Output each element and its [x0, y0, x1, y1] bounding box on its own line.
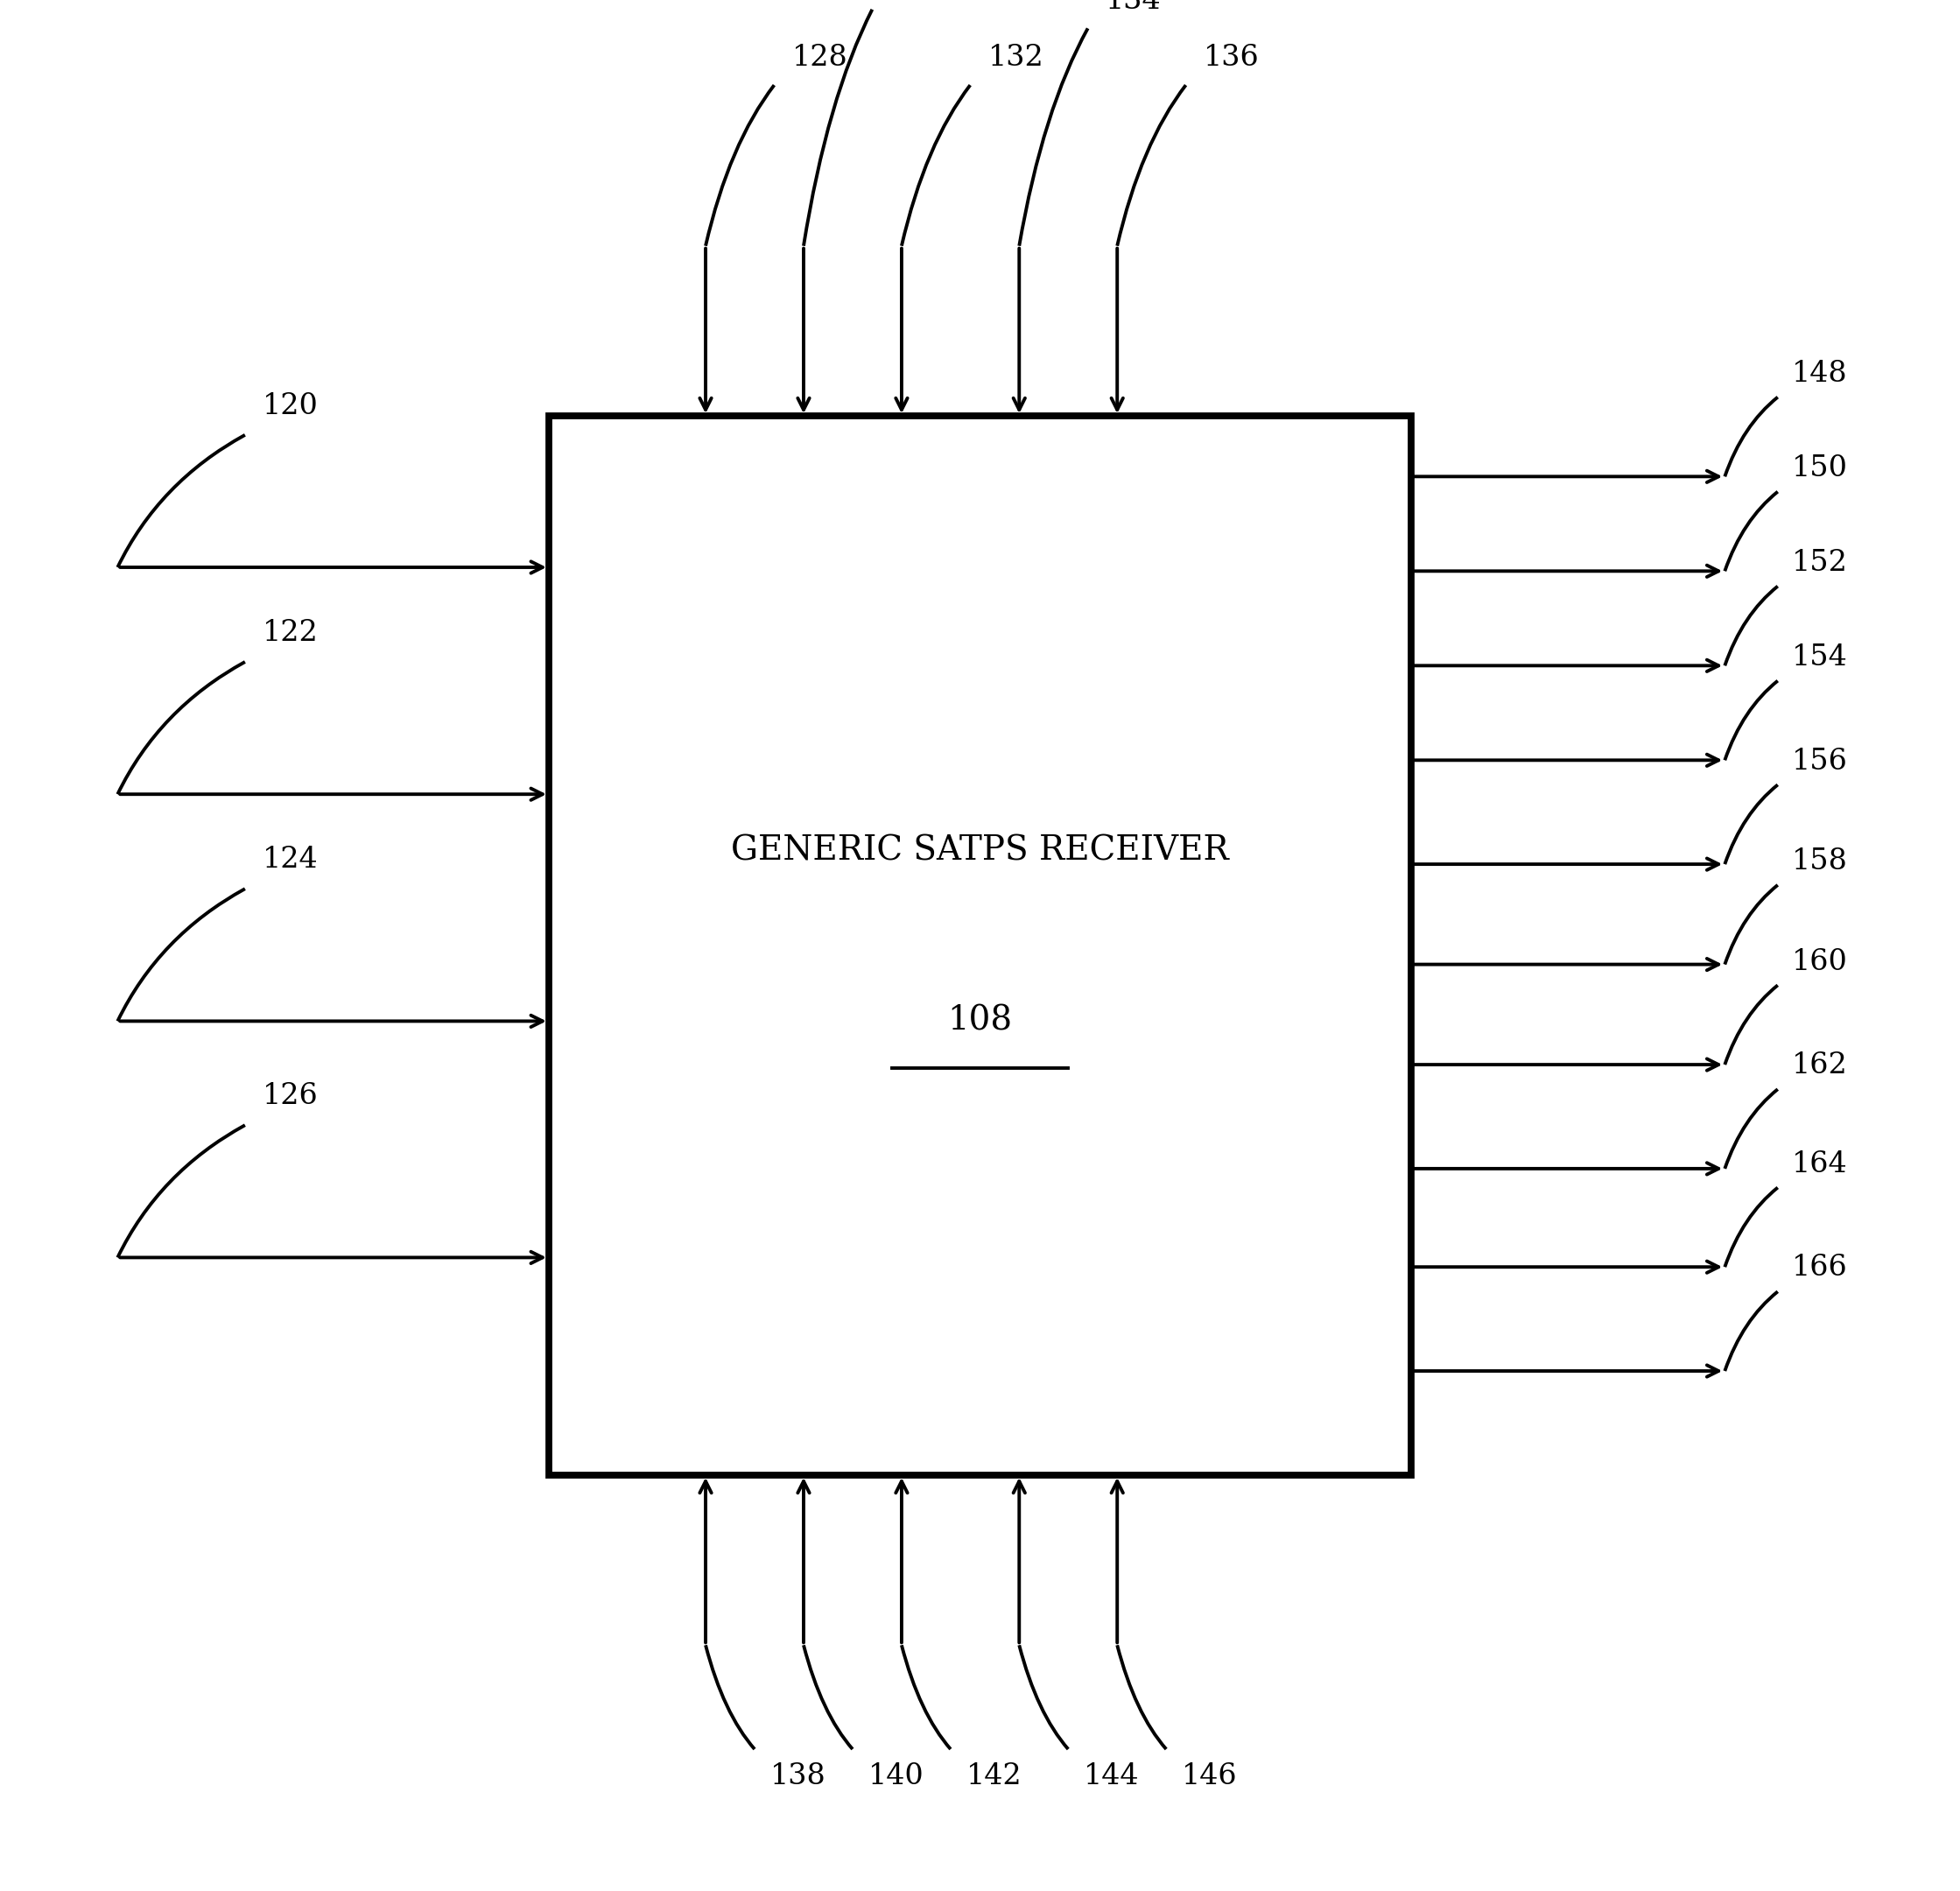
Text: 150: 150: [1791, 454, 1848, 482]
Text: 138: 138: [770, 1762, 825, 1791]
Text: 122: 122: [263, 618, 318, 647]
Text: 134: 134: [1105, 0, 1160, 15]
Text: 124: 124: [263, 845, 318, 874]
Text: 132: 132: [988, 43, 1043, 72]
Text: 162: 162: [1791, 1051, 1846, 1080]
Text: 158: 158: [1791, 847, 1848, 876]
Text: 164: 164: [1791, 1150, 1846, 1178]
Text: GENERIC SATPS RECEIVER: GENERIC SATPS RECEIVER: [731, 834, 1229, 868]
Text: 140: 140: [868, 1762, 923, 1791]
Text: 126: 126: [263, 1082, 318, 1110]
Text: 166: 166: [1791, 1254, 1846, 1282]
Text: 156: 156: [1791, 747, 1848, 775]
Text: 120: 120: [263, 391, 319, 420]
Text: 148: 148: [1791, 359, 1846, 388]
Text: 154: 154: [1791, 643, 1846, 671]
Text: 108: 108: [947, 1004, 1013, 1038]
Text: 136: 136: [1203, 43, 1258, 72]
Bar: [549, 416, 1411, 1475]
Text: 152: 152: [1791, 548, 1848, 577]
Text: 160: 160: [1791, 947, 1848, 976]
Text: 146: 146: [1182, 1762, 1237, 1791]
Text: 142: 142: [966, 1762, 1021, 1791]
Text: 144: 144: [1084, 1762, 1139, 1791]
Text: 128: 128: [792, 43, 847, 72]
